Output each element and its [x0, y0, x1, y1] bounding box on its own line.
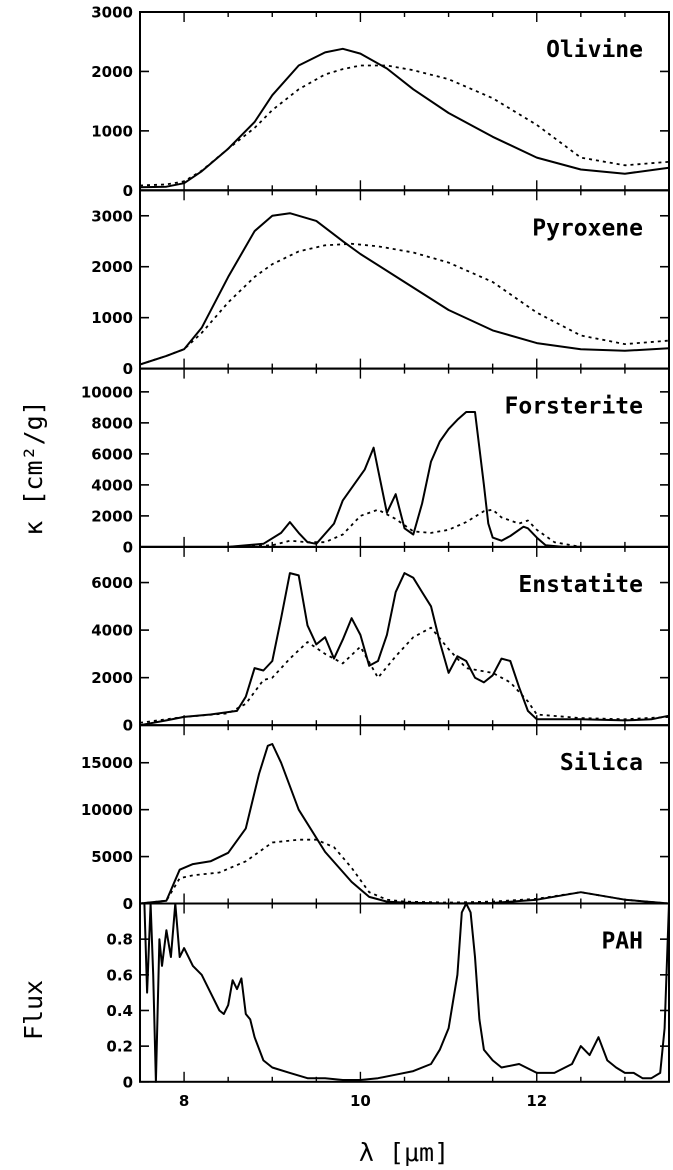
series-line-forsterite-solid [140, 411, 669, 548]
panel-frame-pah [139, 902, 670, 1083]
y-tick-label-pyroxene: 1000 [91, 309, 133, 327]
series-line-olivine-solid [139, 47, 670, 189]
panel-label-olivine: Olivine [546, 37, 643, 63]
y-tick-label-pah: 0.6 [106, 966, 133, 984]
panel-label-pah: PAH [601, 929, 643, 955]
y-tick-label-silica: 10000 [81, 801, 133, 819]
panel-label-pyroxene: Pyroxene [532, 215, 643, 241]
y-tick-label-pyroxene: 0 [123, 360, 133, 378]
y-axis-title-flux: Flux [19, 980, 48, 1040]
y-tick-label-forsterite: 4000 [91, 476, 133, 494]
y-tick-label-forsterite: 2000 [91, 507, 133, 525]
y-tick-label-pyroxene: 2000 [91, 258, 133, 276]
panel-pyroxene: 0 1000 2000 3000 Pyroxene [91, 189, 670, 378]
series-line-olivine-dotted [139, 64, 670, 187]
y-tick-label-olivine: 0 [123, 182, 133, 200]
x-axis-title: λ [μm] [359, 1138, 449, 1167]
y-tick-label-silica: 5000 [91, 848, 133, 866]
y-tick-label-pah: 0.8 [106, 931, 133, 949]
y-tick-label-enstatite: 4000 [91, 622, 133, 640]
y-tick-label-forsterite: 8000 [91, 414, 133, 432]
y-tick-label-pah: 0.2 [106, 1038, 133, 1056]
series-line-silica-solid [139, 743, 670, 905]
y-tick-label-olivine: 2000 [91, 63, 133, 81]
panel-olivine: 0 1000 2000 3000 Olivine [91, 4, 670, 200]
panel-pah: 0 0.2 0.4 0.6 0.8 PAH 8 10 12 [106, 902, 670, 1110]
y-tick-label-silica: 15000 [81, 754, 133, 772]
y-tick-label-olivine: 1000 [91, 122, 133, 140]
series-line-enstatite-solid [139, 572, 670, 727]
series-line-enstatite-dotted [139, 626, 670, 724]
panel-label-silica: Silica [560, 750, 643, 776]
y-tick-label-silica: 0 [123, 895, 133, 913]
y-tick-label-pyroxene: 3000 [91, 207, 133, 225]
series-line-forsterite-dotted [140, 508, 669, 548]
y-tick-label-pah: 0.4 [106, 1002, 133, 1020]
panel-enstatite: 0 2000 4000 6000 Enstatite [91, 545, 670, 735]
series-line-pyroxene-dotted [139, 242, 670, 366]
x-tick-label: 10 [350, 1092, 371, 1110]
y-tick-label-forsterite: 6000 [91, 445, 133, 463]
x-tick-label: 8 [179, 1092, 189, 1110]
y-tick-label-enstatite: 0 [123, 717, 133, 735]
panel-label-enstatite: Enstatite [518, 572, 643, 598]
y-tick-label-pah: 0 [123, 1073, 133, 1091]
y-tick-label-enstatite: 6000 [91, 574, 133, 592]
panel-label-forsterite: Forsterite [505, 394, 643, 420]
panel-silica: 0 5000 10000 15000 Silica [81, 724, 670, 913]
series-line-silica-dotted [139, 838, 670, 905]
series-line-pyroxene-solid [139, 212, 670, 366]
y-tick-label-olivine: 3000 [91, 4, 133, 22]
series-line-pah-solid [143, 902, 670, 1083]
y-tick-label-forsterite: 10000 [81, 383, 133, 401]
y-axis-title-opacity: κ [cm²/g] [19, 400, 48, 535]
panel-forsterite: 0 2000 4000 6000 8000 10000 Forsterite [81, 367, 670, 556]
y-tick-label-forsterite: 0 [123, 538, 133, 556]
y-tick-label-enstatite: 2000 [91, 669, 133, 687]
x-tick-label: 12 [526, 1092, 547, 1110]
